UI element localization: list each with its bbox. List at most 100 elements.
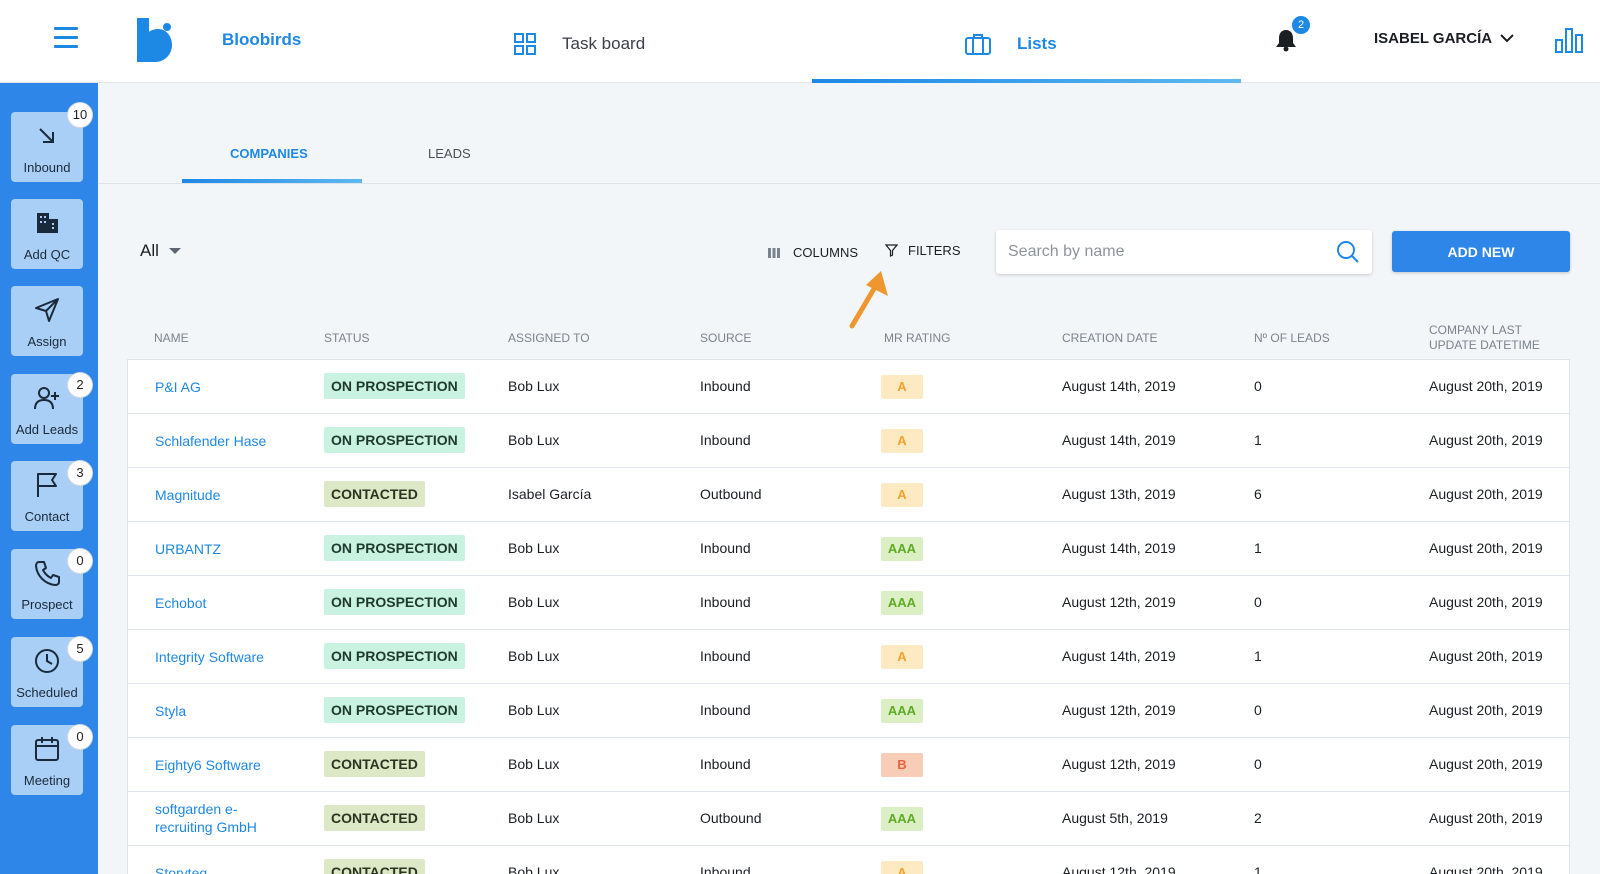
assigned-to: Bob Lux — [508, 594, 560, 610]
company-name-link[interactable]: Eighty6 Software — [155, 757, 261, 773]
sidebar-item-label: Inbound — [23, 160, 71, 175]
arrow-down-right-icon — [39, 128, 54, 143]
creation-date: August 12th, 2019 — [1062, 756, 1176, 772]
assigned-to: Bob Lux — [508, 540, 560, 556]
table-row[interactable]: Echobot ON PROSPECTION Bob Lux Inbound A… — [128, 576, 1569, 630]
source: Inbound — [700, 648, 751, 664]
rating-badge: A — [881, 429, 923, 453]
company-name-link[interactable]: Storyteq — [155, 865, 208, 874]
table-row[interactable]: Magnitude CONTACTED Isabel García Outbou… — [128, 468, 1569, 522]
column-header-creation-date[interactable]: CREATION DATE — [1062, 331, 1158, 345]
companies-table: P&I AG ON PROSPECTION Bob Lux Inbound A … — [127, 359, 1570, 874]
send-icon — [35, 298, 59, 322]
filters-label: FILTERS — [908, 243, 961, 258]
last-update-date: August 20th, 2019 — [1429, 594, 1543, 610]
rating-badge: A — [881, 645, 923, 669]
table-row[interactable]: Integrity Software ON PROSPECTION Bob Lu… — [128, 630, 1569, 684]
sidebar-item-add-qc[interactable]: Add QC — [11, 199, 83, 269]
flag-icon — [37, 473, 57, 497]
sidebar-item-assign[interactable]: Assign — [11, 286, 83, 356]
briefcase-icon — [965, 34, 991, 55]
sidebar-item-label: Add QC — [23, 247, 71, 262]
table-row[interactable]: P&I AG ON PROSPECTION Bob Lux Inbound A … — [128, 360, 1569, 414]
add-new-button[interactable]: ADD NEW — [1392, 231, 1570, 272]
status-badge: ON PROSPECTION — [324, 589, 465, 615]
view-filter-dropdown[interactable]: All — [140, 241, 181, 261]
source: Outbound — [700, 486, 762, 502]
table-row[interactable]: URBANTZ ON PROSPECTION Bob Lux Inbound A… — [128, 522, 1569, 576]
bloobirds-logo[interactable] — [137, 18, 173, 62]
tabs-divider — [98, 183, 1600, 184]
table-row[interactable]: Storyteq CONTACTED Bob Lux Inbound A Aug… — [128, 846, 1569, 874]
user-menu[interactable]: ISABEL GARCÍA — [1374, 30, 1514, 47]
table-row[interactable]: Eighty6 Software CONTACTED Bob Lux Inbou… — [128, 738, 1569, 792]
column-header-last-update[interactable]: COMPANY LAST UPDATE DATETIME — [1429, 323, 1540, 353]
search-input[interactable] — [1008, 238, 1328, 266]
rating-badge: A — [881, 483, 923, 507]
search-icon[interactable] — [1336, 240, 1360, 264]
caret-down-icon — [168, 248, 181, 254]
company-name-link[interactable]: Integrity Software — [155, 649, 264, 665]
column-header-rating[interactable]: MR RATING — [884, 331, 951, 345]
annotation-arrow-icon — [849, 271, 888, 329]
sidebar-item-label: Assign — [27, 334, 67, 349]
last-update-date: August 20th, 2019 — [1429, 810, 1543, 826]
table-row[interactable]: Schlafender Hase ON PROSPECTION Bob Lux … — [128, 414, 1569, 468]
company-name-link[interactable]: Schlafender Hase — [155, 433, 267, 449]
rating-badge: AAA — [881, 537, 923, 561]
assigned-to: Bob Lux — [508, 702, 560, 718]
creation-date: August 14th, 2019 — [1062, 648, 1176, 664]
status-badge: ON PROSPECTION — [324, 643, 465, 669]
creation-date: August 14th, 2019 — [1062, 540, 1176, 556]
last-update-date: August 20th, 2019 — [1429, 702, 1543, 718]
user-plus-icon — [34, 387, 59, 410]
bell-icon[interactable] — [1275, 28, 1297, 52]
assigned-to: Bob Lux — [508, 648, 560, 664]
assigned-to: Bob Lux — [508, 378, 560, 394]
company-name-link[interactable]: URBANTZ — [155, 541, 222, 557]
column-header-name[interactable]: NAME — [154, 331, 189, 345]
status-badge: CONTACTED — [324, 481, 425, 507]
assigned-to: Isabel García — [508, 486, 592, 502]
columns-button[interactable]: COLUMNS — [768, 245, 858, 260]
company-name-link[interactable]: Magnitude — [155, 487, 221, 503]
assigned-to: Bob Lux — [508, 756, 560, 772]
status-badge: CONTACTED — [324, 859, 425, 874]
rating-badge: B — [881, 753, 923, 777]
funnel-icon — [885, 244, 898, 257]
source: Inbound — [700, 540, 751, 556]
leads-count: 1 — [1254, 540, 1262, 556]
nav-lists[interactable]: Lists — [965, 28, 1057, 60]
sidebar-badge-inbound: 10 — [67, 102, 93, 128]
bar-chart-icon[interactable] — [1555, 27, 1583, 53]
company-name-link[interactable]: softgarden e-recruiting GmbH — [155, 801, 257, 835]
hamburger-menu-icon[interactable] — [54, 27, 78, 49]
column-header-leads-count[interactable]: Nº OF LEADS — [1254, 331, 1330, 345]
sidebar-badge-contact: 3 — [67, 460, 93, 486]
company-name-link[interactable]: Echobot — [155, 595, 207, 611]
clock-icon — [35, 649, 59, 673]
columns-label: COLUMNS — [793, 245, 859, 260]
tab-companies[interactable]: COMPANIES — [230, 146, 308, 161]
column-header-assigned[interactable]: ASSIGNED TO — [508, 331, 590, 345]
assigned-to: Bob Lux — [508, 864, 560, 874]
rating-badge: A — [881, 861, 923, 874]
table-row[interactable]: softgarden e-recruiting GmbH CONTACTED B… — [128, 792, 1569, 846]
creation-date: August 12th, 2019 — [1062, 702, 1176, 718]
view-filter-value: All — [140, 241, 159, 260]
company-name-link[interactable]: Styla — [155, 703, 187, 719]
sidebar-item-label: Meeting — [23, 773, 71, 788]
tab-leads[interactable]: LEADS — [428, 146, 471, 161]
column-header-source[interactable]: SOURCE — [700, 331, 752, 345]
nav-lists-label: Lists — [1017, 34, 1057, 53]
grid-icon — [514, 33, 536, 55]
filters-button[interactable]: FILTERS — [885, 243, 961, 258]
status-badge: ON PROSPECTION — [324, 373, 465, 399]
phone-icon — [35, 561, 60, 586]
column-header-status[interactable]: STATUS — [324, 331, 370, 345]
company-name-link[interactable]: P&I AG — [155, 379, 201, 395]
nav-task-board[interactable]: Task board — [514, 28, 645, 60]
table-row[interactable]: Styla ON PROSPECTION Bob Lux Inbound AAA… — [128, 684, 1569, 738]
source: Inbound — [700, 702, 751, 718]
building-icon — [37, 213, 58, 233]
